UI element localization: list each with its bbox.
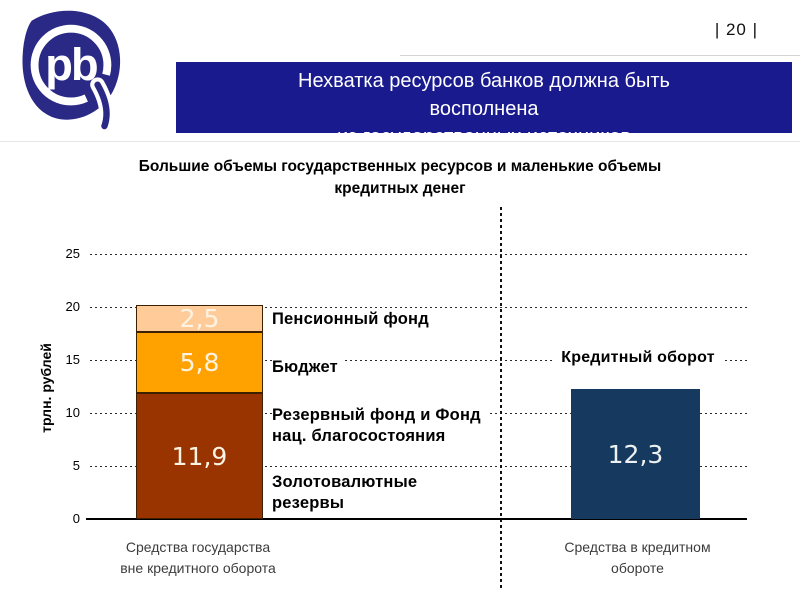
gridline-25: [90, 254, 747, 255]
chart-title: Большие объемы государственных ресурсов …: [100, 156, 700, 200]
y-tick-5: 5: [72, 458, 80, 473]
bar-segment-budget: 5,8: [136, 332, 263, 393]
annotation-budget: Бюджет: [272, 356, 344, 379]
gridline-15: [90, 360, 747, 361]
x-category-credit-turnover: Средства в кредитном обороте: [564, 539, 711, 576]
slide-title-banner: Нехватка ресурсов банков должна быть вос…: [176, 62, 792, 133]
annotation-gold-reserves: Золотовалютные резервы: [272, 471, 424, 515]
page-number: | 20 |: [714, 20, 758, 39]
banner-line-3: из государственных источников: [176, 123, 792, 133]
annotation-pension-fund: Пенсионный фонд: [272, 308, 435, 331]
right-bar-title: Кредитный оборот: [552, 347, 724, 369]
header-divider-line: [400, 55, 800, 56]
gridline-5: [90, 466, 747, 467]
bar-segment-pension-fund: 2,5: [136, 304, 263, 333]
bar-value: 12,3: [607, 439, 664, 469]
bar-segment-value: 11,9: [171, 441, 228, 471]
y-tick-0: 0: [72, 511, 80, 526]
y-tick-25: 25: [65, 246, 80, 261]
chart-title-line-1: Большие объемы государственных ресурсов …: [138, 158, 662, 175]
y-tick-15: 15: [65, 352, 80, 367]
logo-letters: pb: [45, 39, 97, 90]
banner-line-1: Нехватка ресурсов банков должна быть: [298, 70, 670, 92]
chart-title-line-2: кредитных денег: [334, 180, 466, 197]
y-tick-20: 20: [65, 299, 80, 314]
x-category-state-funds: Средства государства вне кредитного обор…: [120, 539, 276, 576]
y-tick-10: 10: [65, 405, 80, 420]
x-axis-line: [86, 518, 747, 520]
y-axis-label: трлн. рублей: [38, 343, 54, 433]
category-divider-dotted-line: [500, 207, 502, 590]
stacked-bar-state-funds: 11,9 5,8 2,5: [136, 304, 263, 519]
gridline-20: [90, 307, 747, 308]
bank-logo-icon: pb: [22, 10, 121, 130]
bar-segment-value: 2,5: [179, 304, 220, 333]
annotation-reserve-fund: Резервный фонд и Фонд нац. благосостояни…: [272, 404, 487, 448]
bar-segment-value: 5,8: [179, 348, 220, 377]
banner-line-2: восполнена: [429, 98, 539, 120]
bar-credit-turnover: 12,3: [571, 389, 700, 519]
bar-segment-gold-reserves: 11,9: [136, 393, 263, 519]
content-divider-line: [0, 141, 800, 142]
